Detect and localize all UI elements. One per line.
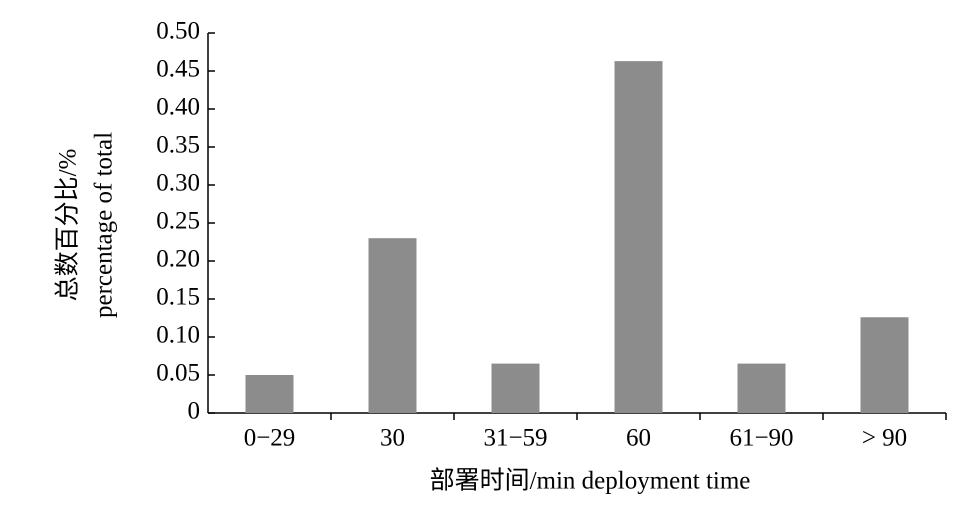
y-tick-label: 0.30 <box>156 170 200 197</box>
y-axis-label: 总数百分比/% <box>54 149 82 302</box>
y-tick-label: 0.10 <box>156 322 200 349</box>
y-tick-label: 0 <box>188 398 201 425</box>
y-tick-label: 0.40 <box>156 94 200 121</box>
y-axis-label-group: percentage of total <box>91 132 118 318</box>
bar <box>368 238 417 413</box>
x-tick-label: 0−29 <box>244 425 296 452</box>
x-tick-label: 31−59 <box>483 425 547 452</box>
x-tick-label: 60 <box>626 425 651 452</box>
y-tick-label: 0.05 <box>156 360 200 387</box>
y-axis-label-group: 总数百分比/% <box>54 149 82 302</box>
x-tick-label: 61−90 <box>729 425 793 452</box>
y-tick-label: 0.35 <box>156 132 200 159</box>
bar <box>614 61 663 414</box>
y-tick-label: 0.20 <box>156 246 200 273</box>
x-tick-label: > 90 <box>862 425 907 452</box>
bar <box>737 363 786 413</box>
bar <box>860 317 909 413</box>
y-tick-label: 0.45 <box>156 56 200 83</box>
x-tick-label: 30 <box>380 425 405 452</box>
bar <box>491 363 540 413</box>
bar <box>245 375 294 413</box>
y-tick-label: 0.15 <box>156 284 200 311</box>
y-tick-label: 0.50 <box>156 18 200 45</box>
y-tick-label: 0.25 <box>156 208 200 235</box>
x-axis-label: 部署时间/min deployment time <box>430 467 751 495</box>
y-axis-label: percentage of total <box>91 132 118 318</box>
